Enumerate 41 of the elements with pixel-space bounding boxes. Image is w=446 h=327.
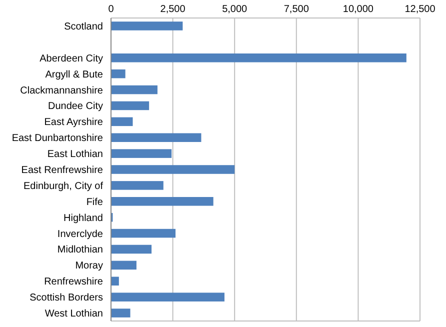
y-tick-label: West Lothian bbox=[44, 308, 103, 320]
x-tick-label: 2,500 bbox=[160, 4, 186, 15]
bar bbox=[111, 276, 119, 286]
x-tick-label: 12,500 bbox=[404, 4, 436, 15]
y-tick-label: East Ayrshire bbox=[44, 117, 104, 128]
bar bbox=[111, 117, 133, 126]
y-tick-label: Edinburgh, City of bbox=[24, 180, 104, 192]
bar bbox=[111, 260, 136, 270]
y-tick-label: East Renfrewshire bbox=[21, 165, 104, 176]
y-tick-label: Argyll & Bute bbox=[45, 69, 104, 80]
bar bbox=[111, 133, 202, 142]
x-tick-label: 0 bbox=[108, 4, 114, 15]
y-tick-label: Scottish Borders bbox=[30, 292, 103, 304]
y-tick-label: Aberdeen City bbox=[40, 53, 103, 64]
bar bbox=[111, 53, 406, 62]
y-tick-label: Moray bbox=[75, 260, 103, 272]
bar bbox=[111, 165, 235, 174]
y-tick-label: Dundee City bbox=[48, 101, 103, 112]
y-tick-label: Renfrewshire bbox=[44, 276, 104, 288]
y-tick-label: Clackmannanshire bbox=[20, 85, 104, 96]
bar bbox=[111, 22, 183, 30]
bar bbox=[111, 181, 164, 190]
y-tick-label: Fife bbox=[86, 196, 104, 208]
y-tick-label: Midlothian bbox=[57, 244, 103, 256]
bar bbox=[111, 101, 150, 110]
y-tick-label: Inverclyde bbox=[57, 228, 104, 240]
x-tick-label: 10,000 bbox=[342, 4, 374, 15]
bar bbox=[111, 197, 214, 206]
y-tick-label: East Lothian bbox=[47, 149, 103, 160]
bar bbox=[111, 85, 158, 94]
y-tick-label: East Dunbartonshire bbox=[12, 133, 104, 144]
bar bbox=[111, 244, 152, 254]
bar bbox=[111, 69, 126, 78]
y-tick-label: Highland bbox=[64, 212, 103, 224]
x-tick-label: 7,500 bbox=[284, 4, 310, 15]
bar bbox=[111, 228, 176, 238]
bar bbox=[111, 292, 224, 302]
y-tick-label: Scotland bbox=[64, 21, 103, 32]
bar bbox=[111, 308, 130, 318]
bar bbox=[111, 149, 172, 158]
x-tick-label: 5,000 bbox=[222, 4, 248, 15]
